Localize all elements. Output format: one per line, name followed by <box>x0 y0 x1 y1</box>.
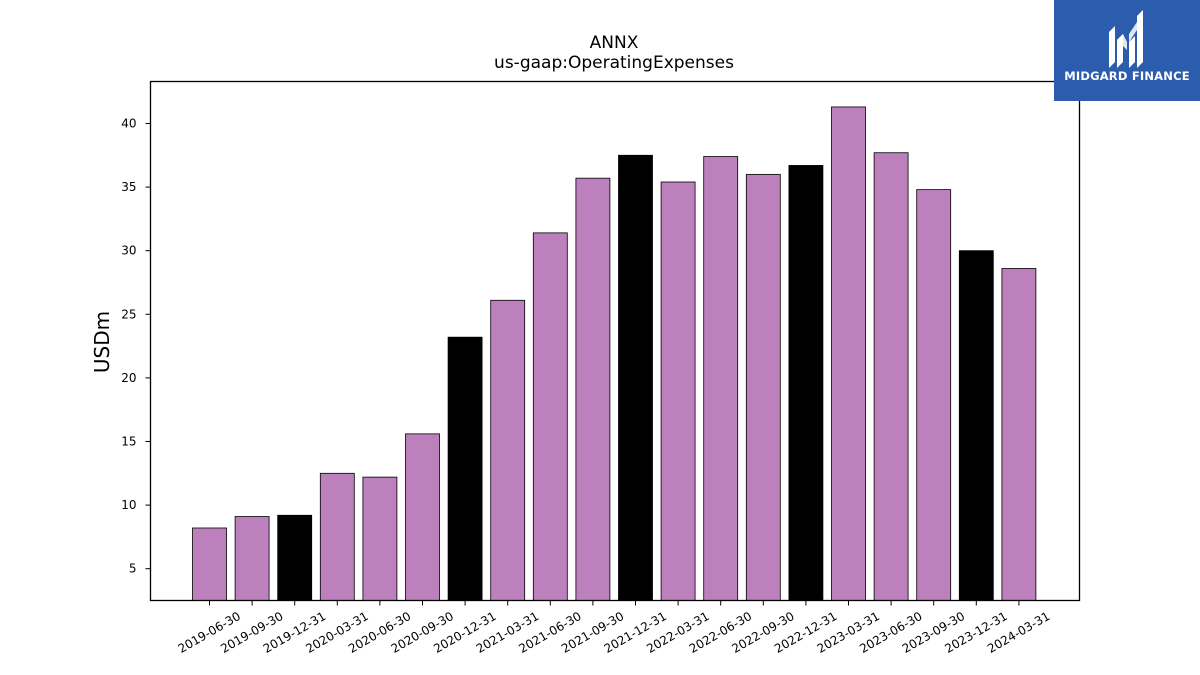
y-axis-label: USDm <box>90 311 114 373</box>
bar-2021-03-31 <box>490 299 526 601</box>
bar-2022-03-31 <box>660 181 696 601</box>
bar-2021-06-30 <box>532 232 568 601</box>
bar-2019-12-31 <box>277 514 313 601</box>
bar-2020-12-31 <box>447 336 483 601</box>
bar-2019-09-30 <box>234 516 270 601</box>
bar-2023-09-30 <box>916 189 952 601</box>
bar-2022-06-30 <box>703 156 739 601</box>
midgard-logo-icon <box>1109 10 1143 68</box>
bar-2023-12-31 <box>958 250 994 601</box>
chart-subtitle: us-gaap:OperatingExpenses <box>494 53 734 73</box>
bar-2020-03-31 <box>319 472 355 601</box>
y-tick-label: 15 <box>121 434 136 448</box>
midgard-finance-logo: MIDGARD FINANCE <box>1054 0 1200 101</box>
logo-text: MIDGARD FINANCE <box>1064 69 1190 83</box>
bar-2019-06-30 <box>192 527 227 601</box>
plot-frame <box>149 80 1081 602</box>
bar-2023-03-31 <box>831 106 866 601</box>
y-tick-label: 5 <box>129 562 137 576</box>
y-tick-label: 35 <box>121 180 136 194</box>
bar-2023-06-30 <box>873 152 909 601</box>
y-tick-label: 30 <box>121 244 136 258</box>
bar-2020-09-30 <box>405 433 440 601</box>
bar-2021-12-31 <box>618 154 653 601</box>
bar-2022-12-31 <box>788 165 824 601</box>
bar-2024-03-31 <box>1001 268 1037 601</box>
bar-2020-06-30 <box>362 476 398 601</box>
chart-title: ANNX <box>590 33 639 53</box>
bar-2022-09-30 <box>745 173 781 601</box>
bars-group <box>192 106 1037 601</box>
y-tick-label: 20 <box>121 371 136 385</box>
y-tick-label: 10 <box>121 498 136 512</box>
x-axis-ticks: 2019-06-302019-09-302019-12-312020-03-31… <box>176 600 1052 656</box>
bar-2021-09-30 <box>575 177 611 601</box>
y-tick-label: 40 <box>121 116 136 130</box>
y-axis-ticks: 5 10 15 20 25 30 35 40 <box>121 116 151 576</box>
y-tick-label: 25 <box>121 307 136 321</box>
